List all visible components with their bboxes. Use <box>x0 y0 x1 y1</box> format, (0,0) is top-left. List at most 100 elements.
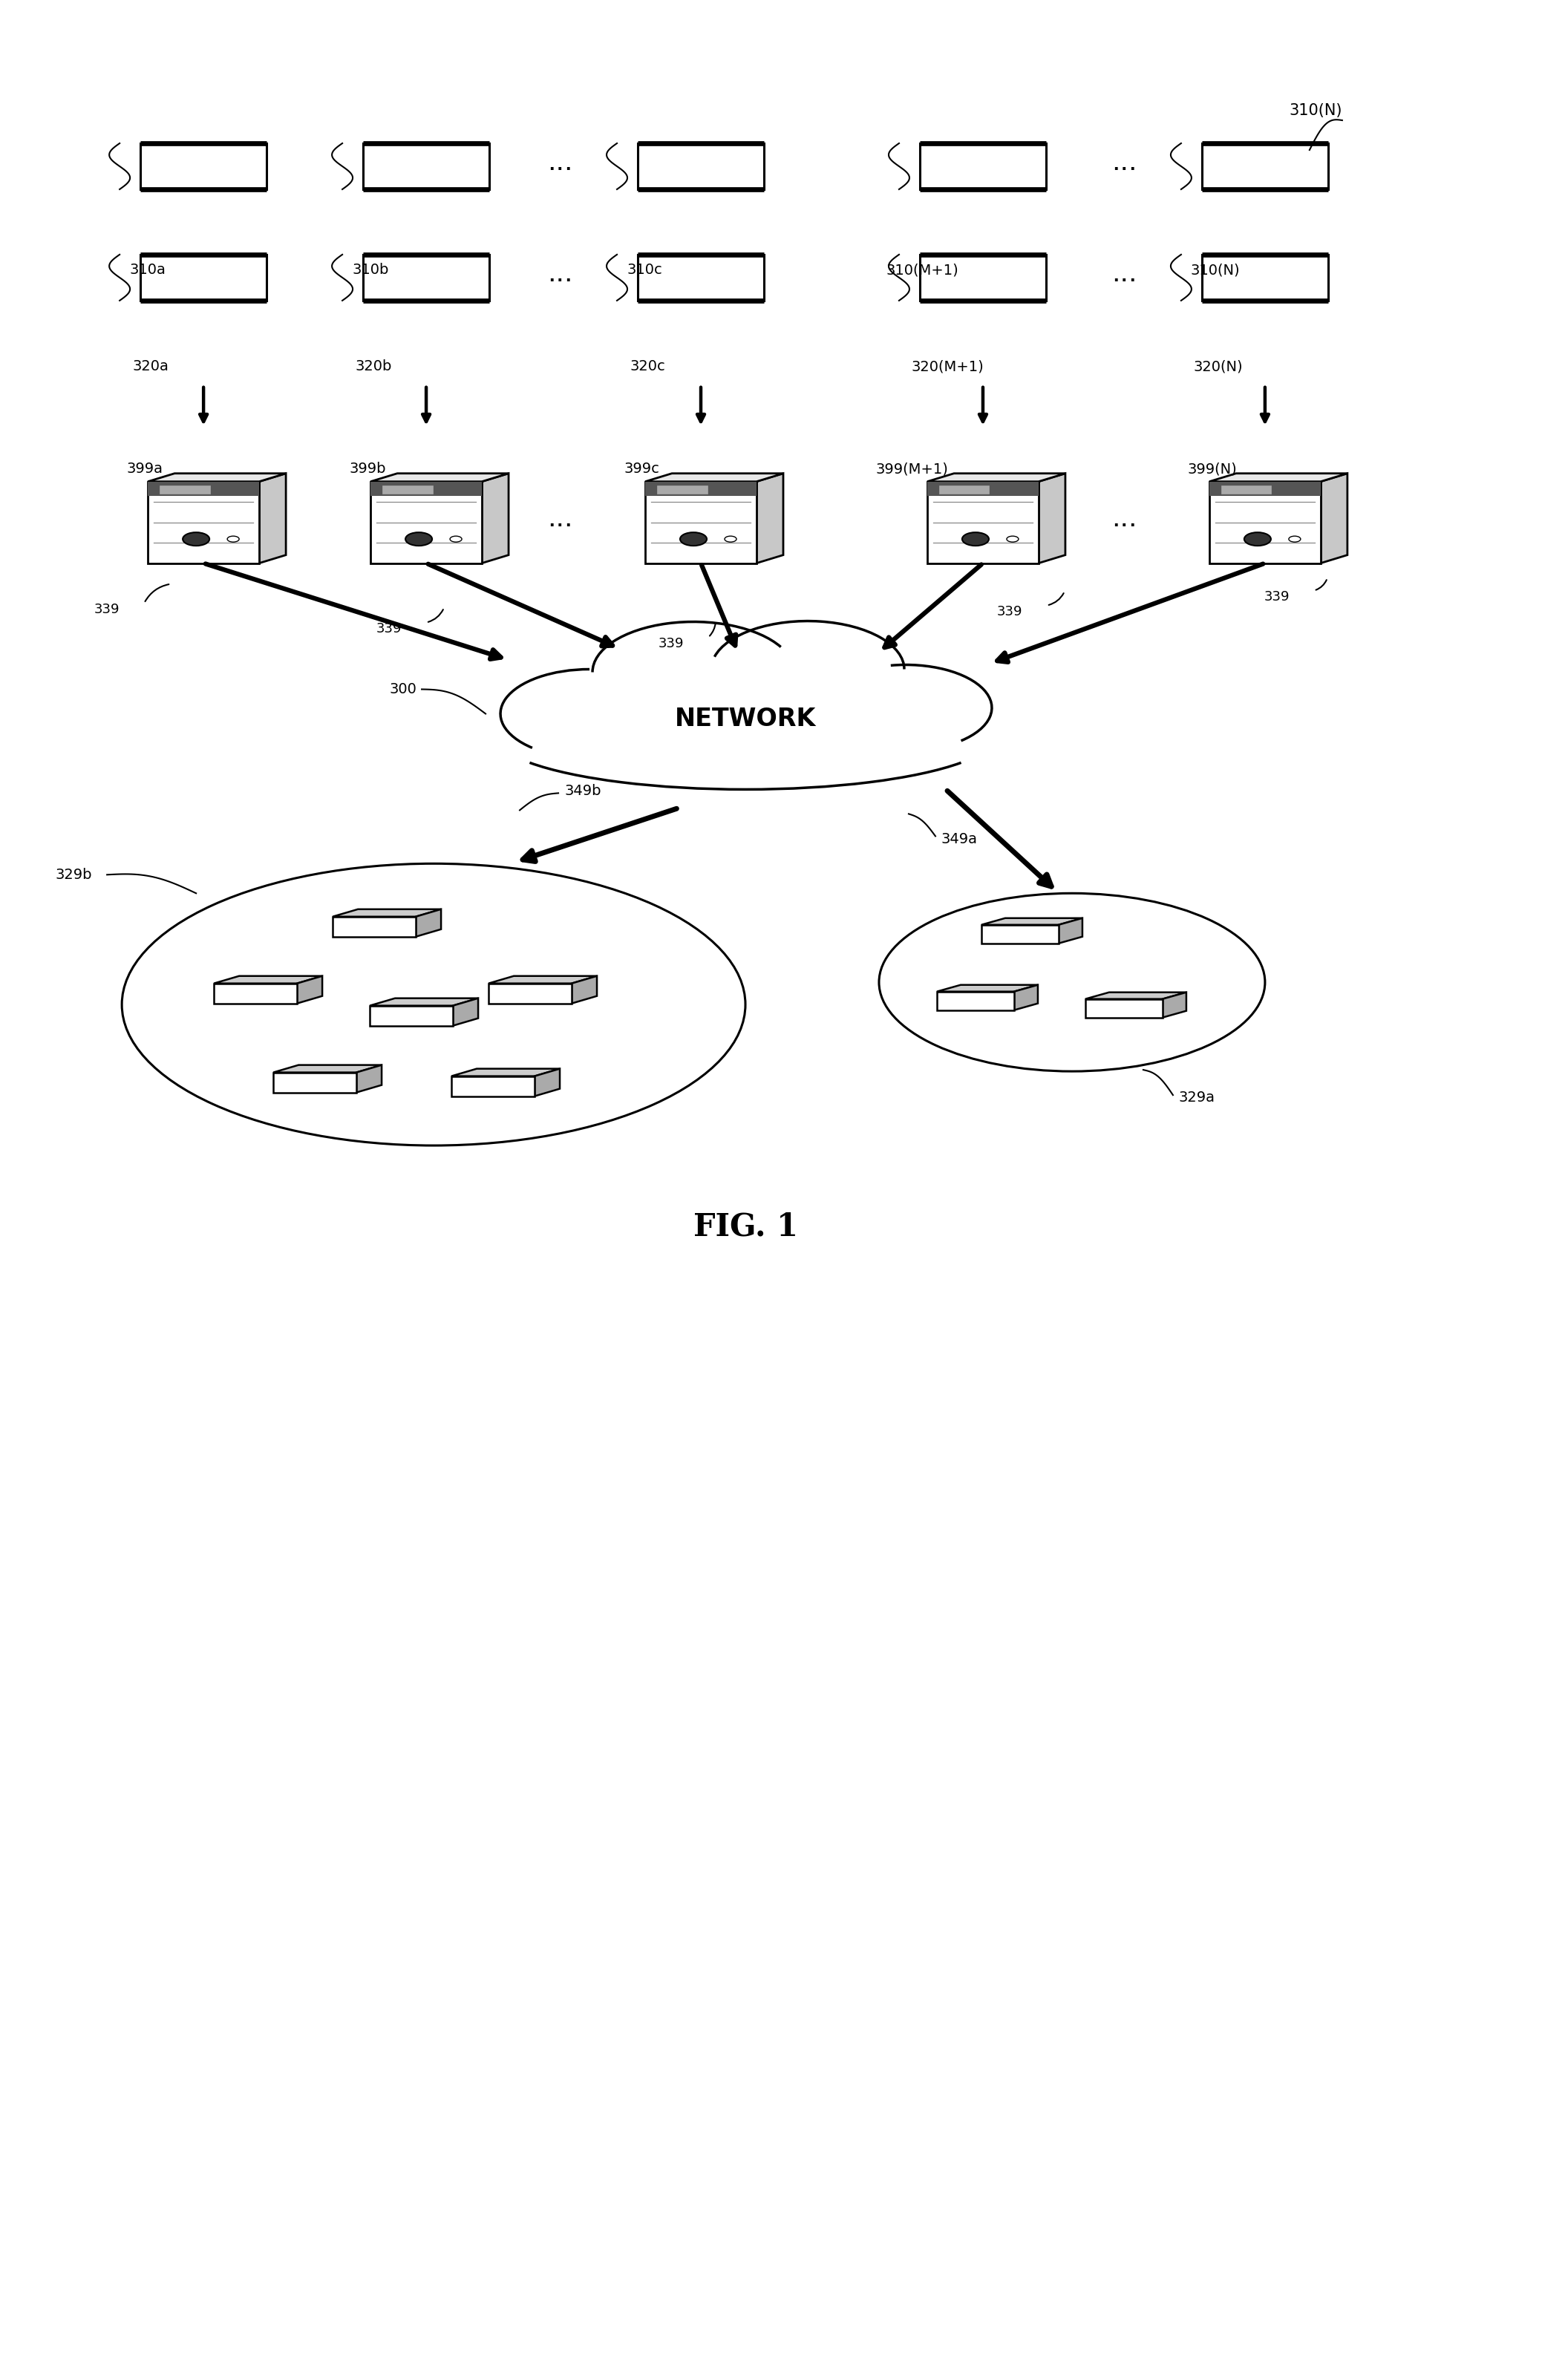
Polygon shape <box>1014 985 1038 1009</box>
Text: 399a: 399a <box>127 462 163 476</box>
Ellipse shape <box>880 892 1265 1071</box>
FancyBboxPatch shape <box>382 486 432 493</box>
Polygon shape <box>274 1064 382 1073</box>
FancyBboxPatch shape <box>488 983 571 1004</box>
FancyBboxPatch shape <box>645 481 756 497</box>
Text: 329a: 329a <box>1178 1090 1216 1104</box>
Polygon shape <box>147 474 286 481</box>
Polygon shape <box>981 919 1083 926</box>
FancyBboxPatch shape <box>1210 481 1321 497</box>
Text: 310(N): 310(N) <box>1191 264 1239 276</box>
Text: ...: ... <box>1111 262 1136 286</box>
Circle shape <box>820 664 992 750</box>
Polygon shape <box>357 1064 382 1092</box>
Polygon shape <box>1321 474 1347 564</box>
Text: ...: ... <box>1111 150 1136 176</box>
Polygon shape <box>926 474 1066 481</box>
FancyBboxPatch shape <box>451 1076 535 1097</box>
Text: ...: ... <box>548 262 573 286</box>
Text: ...: ... <box>548 150 573 176</box>
Circle shape <box>227 536 239 543</box>
Text: ...: ... <box>1111 507 1136 531</box>
Polygon shape <box>1163 992 1186 1019</box>
Circle shape <box>1244 533 1271 545</box>
Circle shape <box>451 536 462 543</box>
Text: 399b: 399b <box>349 462 385 476</box>
Polygon shape <box>451 1069 560 1076</box>
Circle shape <box>1006 536 1019 543</box>
Polygon shape <box>488 976 596 983</box>
FancyBboxPatch shape <box>141 143 266 190</box>
FancyBboxPatch shape <box>214 983 297 1004</box>
FancyBboxPatch shape <box>147 481 260 564</box>
FancyBboxPatch shape <box>639 255 764 300</box>
Polygon shape <box>297 976 322 1004</box>
Text: 320(M+1): 320(M+1) <box>912 359 984 374</box>
Circle shape <box>593 621 795 724</box>
Polygon shape <box>1210 474 1347 481</box>
Polygon shape <box>333 909 441 916</box>
Text: 310(M+1): 310(M+1) <box>886 264 959 276</box>
Polygon shape <box>260 474 286 564</box>
Polygon shape <box>214 976 322 983</box>
FancyBboxPatch shape <box>981 926 1058 942</box>
Text: 310(N): 310(N) <box>1290 102 1343 119</box>
Circle shape <box>1288 536 1301 543</box>
Text: 329b: 329b <box>55 869 92 881</box>
Text: 339: 339 <box>376 621 402 635</box>
Circle shape <box>405 533 432 545</box>
Text: 339: 339 <box>659 635 684 650</box>
Text: 339: 339 <box>997 605 1022 619</box>
Text: 349b: 349b <box>565 783 601 797</box>
FancyBboxPatch shape <box>141 255 266 300</box>
FancyBboxPatch shape <box>1086 1000 1163 1019</box>
FancyBboxPatch shape <box>333 916 416 938</box>
Text: ...: ... <box>548 507 573 531</box>
FancyBboxPatch shape <box>147 481 260 497</box>
Ellipse shape <box>479 638 1013 785</box>
Text: 399(M+1): 399(M+1) <box>876 462 948 476</box>
Circle shape <box>962 533 989 545</box>
Polygon shape <box>645 474 782 481</box>
Text: 339: 339 <box>1265 590 1290 602</box>
Polygon shape <box>369 997 479 1007</box>
Circle shape <box>711 621 905 716</box>
FancyBboxPatch shape <box>926 481 1039 497</box>
Text: 310c: 310c <box>626 264 662 276</box>
Polygon shape <box>371 474 509 481</box>
Polygon shape <box>482 474 509 564</box>
Text: 339: 339 <box>94 602 121 616</box>
Polygon shape <box>937 985 1038 992</box>
Text: 320a: 320a <box>133 359 169 374</box>
Polygon shape <box>1058 919 1083 942</box>
Polygon shape <box>416 909 441 938</box>
Polygon shape <box>571 976 596 1004</box>
Text: 310b: 310b <box>352 264 388 276</box>
FancyBboxPatch shape <box>363 255 490 300</box>
FancyBboxPatch shape <box>1221 486 1271 493</box>
FancyBboxPatch shape <box>926 481 1039 564</box>
Text: NETWORK: NETWORK <box>675 707 815 731</box>
Circle shape <box>501 669 679 759</box>
Circle shape <box>681 533 707 545</box>
Circle shape <box>183 533 210 545</box>
Polygon shape <box>1086 992 1186 1000</box>
FancyBboxPatch shape <box>937 992 1014 1009</box>
Text: FIG. 1: FIG. 1 <box>693 1211 798 1242</box>
Text: 399c: 399c <box>623 462 659 476</box>
Text: 320c: 320c <box>629 359 665 374</box>
FancyBboxPatch shape <box>639 143 764 190</box>
FancyBboxPatch shape <box>363 143 490 190</box>
FancyBboxPatch shape <box>645 481 756 564</box>
FancyBboxPatch shape <box>371 481 482 497</box>
Text: 320(N): 320(N) <box>1194 359 1243 374</box>
Polygon shape <box>452 997 479 1026</box>
Ellipse shape <box>501 643 991 781</box>
Text: 320b: 320b <box>355 359 391 374</box>
FancyBboxPatch shape <box>1202 255 1329 300</box>
FancyBboxPatch shape <box>371 481 482 564</box>
Ellipse shape <box>122 864 745 1145</box>
FancyBboxPatch shape <box>920 143 1045 190</box>
FancyBboxPatch shape <box>1202 143 1329 190</box>
FancyBboxPatch shape <box>1210 481 1321 564</box>
